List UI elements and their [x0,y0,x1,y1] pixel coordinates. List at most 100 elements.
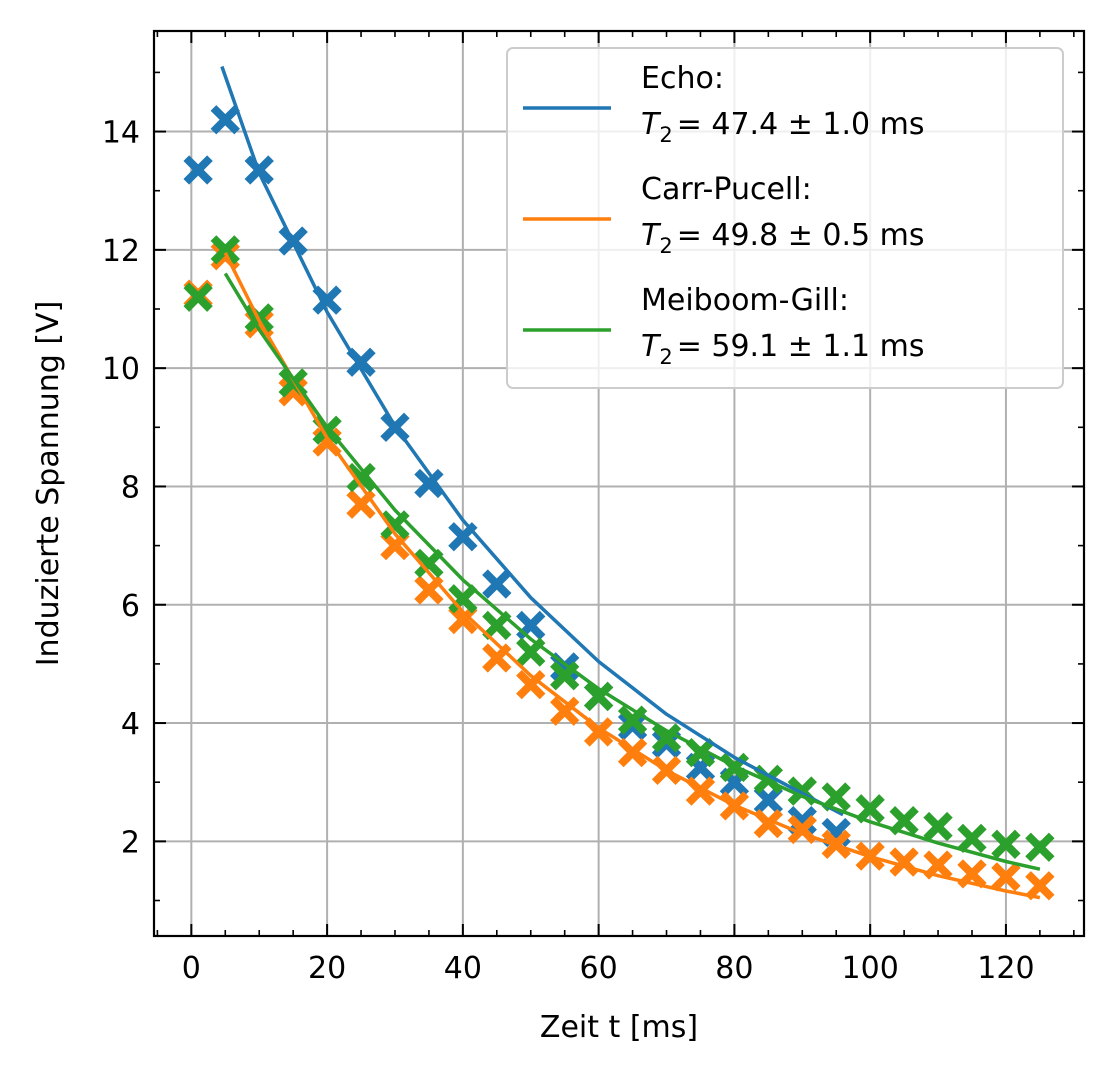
marker-stroke [855,794,885,824]
marker-stroke [346,462,376,493]
series-layer [183,65,1055,901]
marker-stroke [889,806,919,836]
x-tick-label: 40 [444,951,482,986]
data-point-meiboom_gill [482,610,512,641]
y-tick-label: 8 [121,470,140,505]
legend-label-echo: Echo: [641,61,724,96]
legend-fit-value: = 59.1 ± 1.1 ms [677,329,925,364]
data-point-carr_purcell [346,489,376,519]
fit-line-carr_purcell [223,252,1041,900]
marker-stroke [583,717,614,747]
data-point-meiboom_gill [889,806,919,836]
data-point-carr_purcell [923,850,953,880]
plot-frame [152,29,1086,938]
legend-fit-carr_purcell: T2 = 49.8 ± 0.5 ms [641,218,924,258]
legend-fit-meiboom_gill: T2 = 59.1 ± 1.1 ms [641,329,924,369]
legend-entry-carr_purcell: Carr-Pucell: T2 = 49.8 ± 0.5 ms [523,172,924,258]
marker-stroke [957,823,987,854]
marker-stroke [312,415,342,445]
legend-fit-value: = 47.4 ± 1.0 ms [677,107,925,142]
legend-entry-meiboom_gill: Meiboom-Gill: T2 = 59.1 ± 1.1 ms [523,283,924,369]
data-point-echo [617,711,648,741]
marker-stroke [414,575,444,605]
data-point-meiboom_gill [651,723,682,753]
fit-line-meiboom_gill [223,272,1041,871]
x-tick-label: 60 [580,951,618,986]
x-tick-label: 100 [842,951,899,986]
marker-stroke [448,604,478,635]
data-point-echo [753,785,783,815]
data-point-carr_purcell [957,859,987,889]
data-point-meiboom_gill [1025,832,1055,862]
marker-stroke [617,711,648,741]
marker-stroke [923,811,953,842]
marker-stroke [346,347,376,377]
marker-stroke [312,285,342,315]
legend-fit-subscript: 2 [659,234,672,258]
legend-fit-value: = 49.8 ± 0.5 ms [677,218,925,253]
marker-stroke [183,282,213,312]
y-tick-label: 4 [121,707,140,742]
data-point-echo [414,468,444,499]
marker-stroke [1025,871,1055,901]
data-point-meiboom_gill [855,794,885,824]
x-axis-label: Zeit t [ms] [540,1010,698,1045]
legend-box [506,47,1064,389]
data-point-meiboom_gill [957,823,987,854]
marker-stroke [482,610,512,641]
data-point-meiboom_gill [583,681,614,712]
y-tick-label: 2 [121,825,140,860]
marker-stroke [957,859,987,889]
marker-stroke [685,737,716,768]
data-point-echo [312,285,342,315]
y-tick-label: 12 [102,234,140,269]
marker-stroke [787,814,817,845]
data-point-echo [482,569,512,599]
marker-stroke [651,723,682,753]
legend-label-carr_purcell: Carr-Pucell: [641,172,812,207]
marker-stroke [414,548,444,579]
data-point-echo [448,522,478,552]
marker-stroke [991,862,1021,892]
x-tick-label: 80 [715,951,753,986]
data-point-meiboom_gill [414,548,444,579]
marker-stroke [1025,832,1055,862]
fit-line-echo [220,65,844,817]
legend-fit-symbol: T [641,329,662,364]
axis-ticks [154,31,1084,936]
marker-stroke [787,776,817,806]
marker-stroke [685,776,716,806]
data-point-meiboom_gill [210,235,240,265]
marker-stroke [821,782,851,812]
x-tick-label: 20 [308,951,346,986]
data-point-meiboom_gill [991,829,1021,859]
y-tick-label: 14 [102,116,140,151]
data-point-echo [516,610,546,641]
marker-stroke [278,368,308,398]
data-point-echo [651,729,682,759]
data-point-carr_purcell [482,643,512,673]
legend-fit-echo: T2 = 47.4 ± 1.0 ms [641,107,924,147]
data-point-carr_purcell [1025,871,1055,901]
data-point-carr_purcell [414,575,444,605]
tick-labels: 0 20 40 60 80 100 120 2 4 6 8 10 12 14 [102,116,1035,986]
marker-stroke [753,808,783,839]
marker-stroke [617,737,648,768]
legend-fit-symbol: T [641,218,662,253]
data-point-carr_purcell [448,604,478,635]
legend-fit-symbol: T [641,107,662,142]
marker-stroke [516,610,546,641]
data-point-meiboom_gill [183,282,213,312]
legend-entry-echo: Echo: T2 = 47.4 ± 1.0 ms [523,61,924,147]
marker-stroke [583,681,614,712]
marker-stroke [482,569,512,599]
marker-stroke [753,785,783,815]
marker-stroke [991,829,1021,859]
marker-stroke [923,850,953,880]
marker-stroke [482,643,512,673]
marker-stroke [210,105,240,135]
series-meiboom_gill [183,235,1055,862]
marker-stroke [414,468,444,499]
